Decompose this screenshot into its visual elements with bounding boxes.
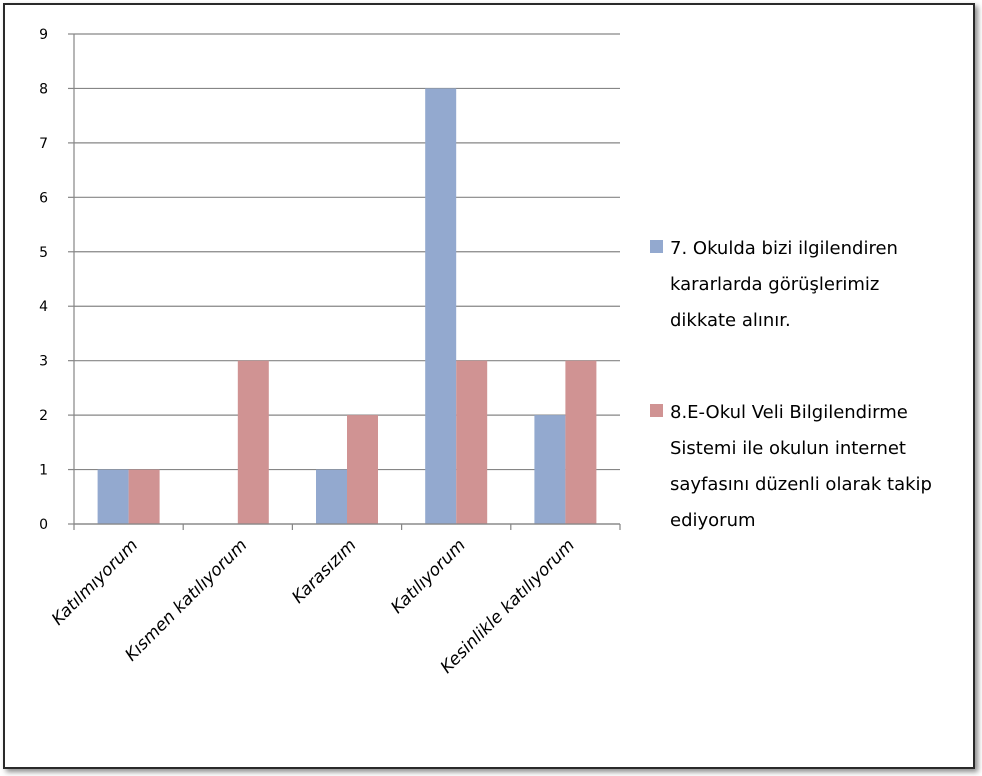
bar-series-2-2 (237, 360, 269, 524)
legend-swatch-1 (650, 240, 663, 253)
axes (73, 34, 621, 530)
y-tick-label: 6 (39, 190, 48, 206)
bar-series-2-4 (456, 360, 488, 524)
y-tick-label: 1 (39, 463, 48, 479)
legend-label-line: kararlarda görüşlerimiz (670, 274, 879, 295)
legend-swatch-2 (650, 404, 663, 417)
bar-series-1-5 (534, 415, 566, 524)
y-axis-ticks: 0 1 2 3 4 5 6 7 8 9 (39, 27, 74, 533)
bar-series-1-4 (425, 88, 457, 524)
legend-label-line: 8.E-Okul Veli Bilgilendirme (670, 402, 908, 423)
bars (97, 88, 597, 524)
legend-label-line: ediyorum (670, 510, 756, 531)
bar-series-2-1 (128, 469, 160, 524)
x-category-label: Katılıyorum (387, 535, 469, 617)
y-tick-label: 2 (39, 408, 48, 424)
y-tick-label: 8 (39, 81, 48, 97)
bar-series-1-3 (316, 469, 347, 524)
legend-label-line: sayfasını düzenli olarak takip (670, 474, 932, 495)
y-tick-label: 0 (39, 517, 48, 533)
legend: 7. Okulda bizi ilgilendiren kararlarda gö… (650, 238, 932, 531)
y-tick-label: 3 (39, 354, 48, 370)
y-tick-label: 4 (39, 299, 48, 315)
bar-series-1-1 (97, 469, 129, 524)
bar-series-2-3 (347, 415, 378, 524)
y-tick-label: 9 (39, 27, 48, 43)
x-category-label: Kısmen katılıyorum (121, 535, 251, 665)
legend-label-line: Sistemi ile okulun internet (670, 438, 906, 459)
x-category-label: Karasızım (288, 535, 360, 607)
chart-frame (3, 3, 975, 769)
x-category-label: Katılmıyorum (48, 535, 142, 629)
y-tick-label: 7 (39, 136, 48, 152)
y-tick-label: 5 (39, 245, 48, 261)
bar-series-2-5 (565, 360, 597, 524)
legend-label-line: dikkate alınır. (670, 310, 791, 331)
legend-label-line: 7. Okulda bizi ilgilendiren (670, 238, 898, 259)
